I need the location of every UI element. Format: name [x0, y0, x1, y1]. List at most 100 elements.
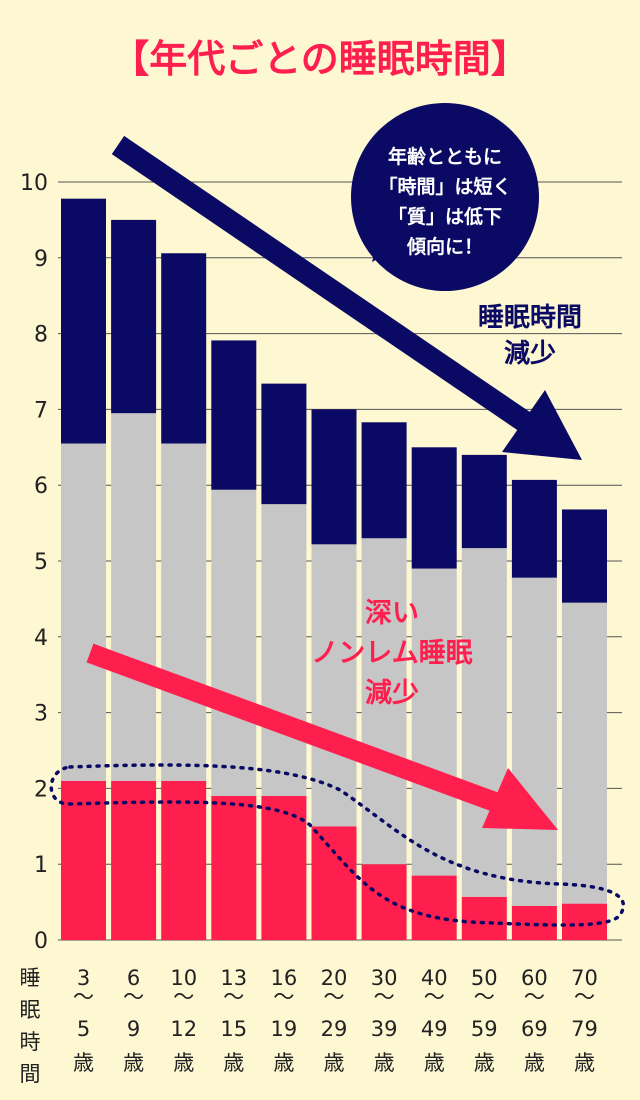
- bar-segment-0: [311, 826, 357, 940]
- y-tick-label: 5: [34, 550, 48, 575]
- bar-segment-1: [161, 443, 207, 781]
- category-label-part: 歳: [273, 1051, 294, 1075]
- bar-segment-2: [562, 509, 607, 603]
- sleep-decrease-arrow: [111, 135, 582, 460]
- category-label-part: 〜: [123, 985, 144, 1009]
- bar-segment-0: [161, 780, 207, 940]
- category-label: 70〜 79 歳: [571, 966, 598, 1075]
- y-tick-label: 7: [34, 398, 48, 423]
- category-label: 3〜 5 歳: [73, 966, 94, 1075]
- category-label: 30〜 39 歳: [371, 966, 398, 1075]
- bar-segment-1: [511, 577, 557, 906]
- y-tick-label: 6: [34, 474, 48, 499]
- bar-segment-0: [361, 864, 407, 940]
- category-label-part: 79: [571, 1017, 598, 1041]
- bar-segment-1: [411, 568, 457, 876]
- y-tick-label: 10: [20, 171, 48, 196]
- category-label-part: 歳: [424, 1051, 445, 1075]
- bar-segment-2: [161, 253, 207, 444]
- bar-segment-1: [261, 504, 307, 796]
- category-label-part: 〜: [324, 985, 345, 1009]
- bar-segment-2: [111, 219, 157, 414]
- category-label-part: 6: [127, 966, 140, 990]
- category-label-part: 60: [521, 966, 548, 990]
- category-label-part: 〜: [273, 985, 294, 1009]
- category-label-part: 歳: [574, 1051, 595, 1075]
- category-label-part: 歳: [474, 1051, 495, 1075]
- category-label-part: 16: [271, 966, 298, 990]
- bar-segment-1: [211, 489, 257, 796]
- category-label-part: 3: [77, 966, 90, 990]
- category-label-part: 〜: [374, 985, 395, 1009]
- bubble-line-3: 「質」は低下: [388, 205, 502, 228]
- category-label-part: 19: [271, 1017, 298, 1041]
- category-label-part: 〜: [223, 985, 244, 1009]
- category-label-part: 歳: [324, 1051, 345, 1075]
- category-label-part: 10: [170, 966, 197, 990]
- category-label-part: 〜: [73, 985, 94, 1009]
- bar-segment-2: [511, 479, 557, 578]
- category-label-part: 30: [371, 966, 398, 990]
- category-label-part: 〜: [173, 985, 194, 1009]
- category-label: 60〜 69 歳: [521, 966, 548, 1075]
- category-label-part: 29: [321, 1017, 348, 1041]
- y-axis-label-char: 睡: [20, 966, 41, 990]
- bar-segment-2: [461, 454, 507, 549]
- bar-segment-1: [61, 443, 106, 781]
- bar-segment-2: [211, 340, 257, 490]
- y-tick-label: 8: [34, 323, 48, 348]
- bar-segment-2: [411, 447, 457, 569]
- category-label-part: 歳: [223, 1051, 244, 1075]
- bar-segment-0: [61, 780, 106, 940]
- category-label: 10〜 12 歳: [170, 966, 197, 1075]
- chart-title: 【年代ごとの睡眠時間】: [111, 37, 529, 81]
- category-label-part: 歳: [374, 1051, 395, 1075]
- category-label-part: 50: [471, 966, 498, 990]
- category-label: 20〜 29 歳: [321, 966, 348, 1075]
- sleep-decrease-label-1: 睡眠時間: [478, 303, 582, 333]
- y-axis-label: 睡眠時間: [20, 966, 41, 1086]
- deep-sleep-dotted-outline: [49, 763, 626, 927]
- category-label-part: 69: [521, 1017, 548, 1041]
- speech-bubble: 年齢とともに 「時間」は短く 「質」は低下 傾向に！: [351, 103, 539, 291]
- y-tick-label: 3: [34, 702, 48, 727]
- y-axis-label-char: 眠: [20, 998, 41, 1022]
- bars: [61, 198, 607, 940]
- category-label-part: 59: [471, 1017, 498, 1041]
- bubble-line-2: 「時間」は短く: [378, 175, 511, 198]
- bar-segment-2: [61, 198, 106, 444]
- category-label-part: 9: [127, 1017, 140, 1041]
- y-axis-label-char: 時: [20, 1030, 41, 1054]
- category-label-part: 〜: [574, 985, 595, 1009]
- bar-segment-0: [261, 795, 307, 940]
- bar-segment-2: [361, 422, 407, 539]
- bar-segment-2: [311, 409, 357, 545]
- category-label-part: 〜: [424, 985, 445, 1009]
- bar-segment-1: [562, 602, 607, 904]
- bar-segment-1: [311, 544, 357, 827]
- bubble-line-4: 傾向に！: [406, 235, 483, 258]
- y-axis-label-char: 間: [20, 1062, 41, 1086]
- category-label-part: 15: [220, 1017, 247, 1041]
- category-label-part: 歳: [173, 1051, 194, 1075]
- category-label-part: 13: [220, 966, 247, 990]
- bar-segment-0: [111, 780, 157, 940]
- category-label-part: 〜: [474, 985, 495, 1009]
- y-tick-label: 1: [34, 853, 48, 878]
- sleep-decrease-label-2: 減少: [504, 339, 556, 369]
- category-label: 16〜 19 歳: [271, 966, 298, 1075]
- bar-segment-0: [461, 896, 507, 940]
- deep-sleep-decrease-arrow: [86, 643, 558, 830]
- category-label-part: 歳: [123, 1051, 144, 1075]
- category-label-part: 〜: [524, 985, 545, 1009]
- y-tick-label: 9: [34, 247, 48, 272]
- category-label-part: 49: [421, 1017, 448, 1041]
- bubble-line-1: 年齢とともに: [388, 145, 502, 168]
- y-tick-label: 4: [34, 626, 48, 651]
- bar-segment-1: [111, 413, 157, 781]
- bar-segment-0: [411, 875, 457, 940]
- deep-sleep-label-1: 深い: [365, 598, 419, 629]
- deep-sleep-label-2: ノンレム睡眠: [311, 638, 472, 669]
- category-label: 40〜 49 歳: [421, 966, 448, 1075]
